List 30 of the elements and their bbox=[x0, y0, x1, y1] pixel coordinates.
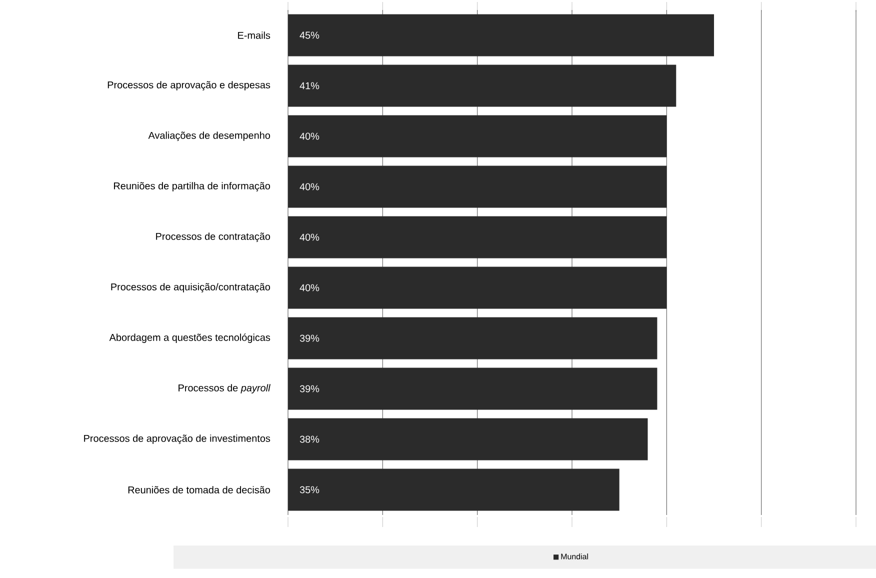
y-tick-label: Avaliações de desempenho bbox=[148, 132, 270, 141]
bar bbox=[288, 166, 667, 208]
y-tick-label: Reuniões de partilha de informação bbox=[114, 182, 270, 192]
y-tick-label: Processos de aprovação e despesas bbox=[108, 81, 270, 90]
y-tick-label: Processos de aquisição/contratação bbox=[111, 283, 270, 292]
data-label: 40% bbox=[300, 132, 320, 140]
y-tick-label: Processos de aprovação de investimentos bbox=[84, 434, 270, 444]
bar bbox=[288, 368, 658, 410]
y-tick-label: E-mails bbox=[238, 32, 270, 39]
data-label: 45% bbox=[300, 32, 320, 39]
bar bbox=[288, 468, 620, 511]
bar bbox=[288, 317, 658, 360]
data-label: 40% bbox=[300, 284, 320, 292]
bar bbox=[288, 266, 667, 309]
data-label: 41% bbox=[300, 82, 320, 90]
data-label: 40% bbox=[300, 234, 320, 241]
data-label: 40% bbox=[300, 183, 320, 190]
data-label: 39% bbox=[300, 334, 320, 342]
bar bbox=[288, 418, 648, 460]
y-tick-label: Reuniões de tomada de decisão bbox=[128, 486, 270, 494]
y-tick-label: Processos de contratação bbox=[156, 232, 270, 242]
data-label: 38% bbox=[300, 436, 320, 443]
data-label: 39% bbox=[300, 385, 320, 392]
bar bbox=[288, 64, 676, 107]
y-tick-label: Abordagem a questões tecnológicas bbox=[109, 334, 270, 343]
bar bbox=[288, 115, 667, 158]
bar bbox=[288, 216, 667, 258]
bar bbox=[288, 14, 714, 56]
y-tick-label: Processos de payroll bbox=[178, 384, 270, 394]
data-label: 35% bbox=[300, 486, 320, 494]
